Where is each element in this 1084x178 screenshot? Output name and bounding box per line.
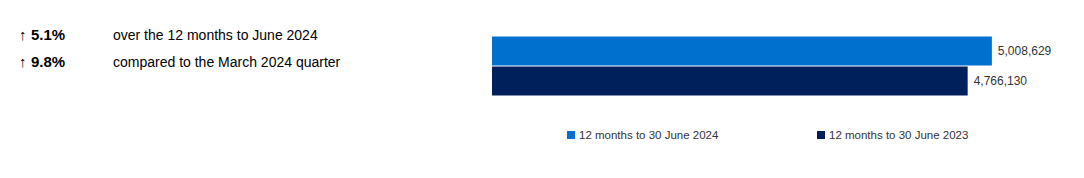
annotation-arrow: ↑ (19, 26, 27, 43)
annotation-arrow: ↑ (19, 53, 27, 70)
bar (492, 37, 992, 66)
bars (492, 37, 992, 96)
annotation-text: compared to the March 2024 quarter (113, 54, 341, 70)
bar (492, 67, 968, 96)
data-label: 4,766,130 (974, 74, 1028, 88)
legend-swatch (567, 131, 575, 139)
chart: ↑5.1% over the 12 months to June 2024 ↑9.8… (0, 0, 1084, 178)
data-label: 5,008,629 (998, 44, 1052, 58)
legend-label: 12 months to 30 June 2023 (829, 129, 968, 141)
legend-swatch (817, 131, 825, 139)
legend: 12 months to 30 June 2024 12 months to 30… (567, 129, 968, 141)
legend-label: 12 months to 30 June 2024 (579, 129, 719, 141)
annotation-text: over the 12 months to June 2024 (113, 27, 318, 43)
annotation-value: 5.1% (31, 26, 65, 43)
data-labels: 5,008,629 4,766,130 (974, 44, 1052, 88)
annotation-value: 9.8% (31, 53, 65, 70)
